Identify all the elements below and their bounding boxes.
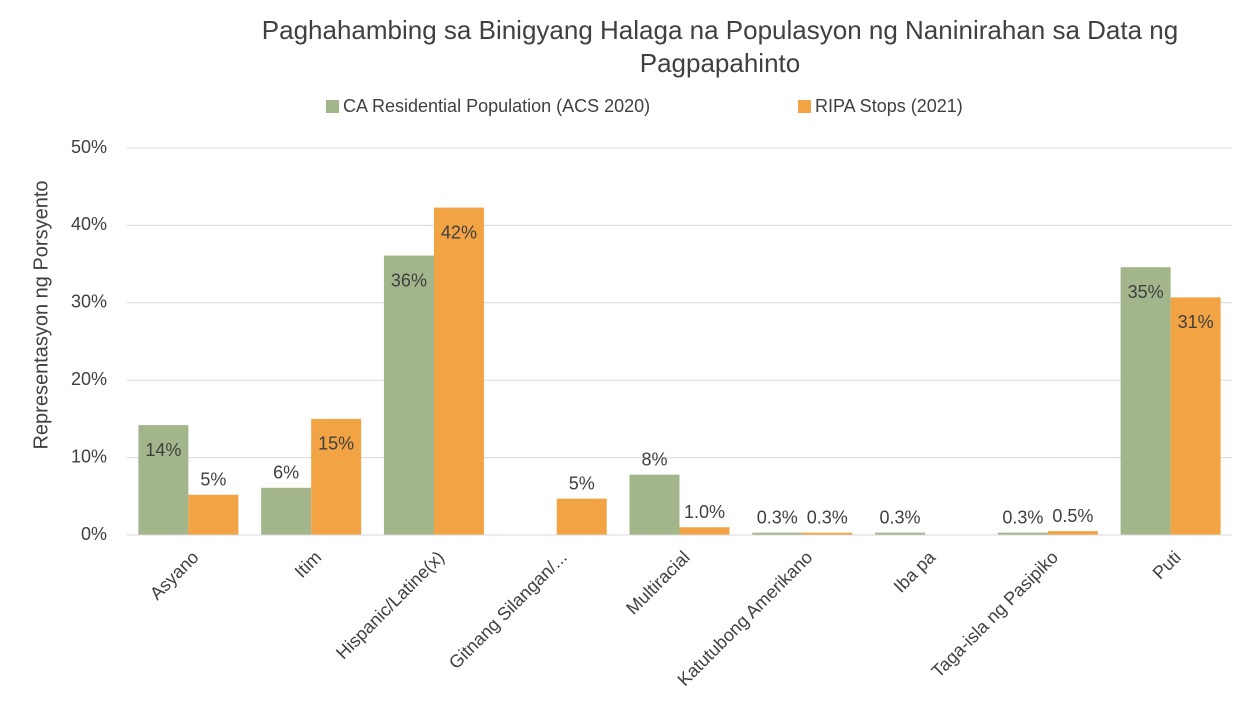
- x-tick-label: Hispanic/Latine(x): [332, 547, 448, 663]
- data-label: 35%: [1128, 282, 1164, 302]
- bar: [752, 532, 803, 535]
- x-tick-label: Itim: [291, 547, 326, 582]
- data-label: 5%: [200, 470, 226, 490]
- bar: [997, 532, 1048, 535]
- bar: [875, 532, 926, 535]
- data-label: 15%: [318, 434, 354, 454]
- data-label: 8%: [641, 449, 667, 469]
- x-tick-label: Taga-isla ng Pasipiko: [928, 547, 1062, 681]
- data-label: 14%: [145, 440, 181, 460]
- bar: [383, 255, 434, 535]
- bar: [629, 474, 680, 535]
- data-label: 0.3%: [880, 507, 921, 527]
- x-tick-label: Gitnang Silangan/...: [445, 547, 571, 673]
- x-tick-label: Iba pa: [890, 546, 940, 596]
- bar: [802, 532, 853, 535]
- y-tick-label: 20%: [71, 369, 107, 389]
- data-label: 0.5%: [1052, 506, 1093, 526]
- legend-swatch: [798, 100, 811, 113]
- bar: [556, 498, 607, 535]
- y-tick-label: 30%: [71, 292, 107, 312]
- data-label: 6%: [273, 463, 299, 483]
- data-label: 42%: [441, 222, 477, 242]
- legend-label: CA Residential Population (ACS 2020): [343, 96, 650, 116]
- bar: [679, 527, 730, 535]
- data-label: 5%: [569, 473, 595, 493]
- bar: [1047, 531, 1098, 535]
- y-axis-label: Representasyon ng Porsyento: [30, 180, 52, 449]
- legend-swatch: [326, 100, 339, 113]
- data-label: 0.3%: [757, 507, 798, 527]
- bar: [1120, 267, 1171, 535]
- bar: [1170, 297, 1221, 535]
- y-tick-label: 0%: [81, 524, 107, 544]
- y-tick-label: 10%: [71, 446, 107, 466]
- bar: [311, 418, 362, 535]
- x-tick-label: Multiracial: [622, 547, 693, 618]
- data-label: 31%: [1178, 312, 1214, 332]
- data-label: 0.3%: [807, 507, 848, 527]
- data-label: 0.3%: [1002, 507, 1043, 527]
- bar: [261, 487, 312, 535]
- chart-title: Paghahambing sa Binigyang Halaga na Popu…: [261, 15, 1179, 78]
- y-tick-label: 50%: [71, 137, 107, 157]
- bar: [188, 494, 239, 535]
- x-tick-label: Puti: [1149, 547, 1185, 583]
- bar: [433, 207, 484, 535]
- x-tick-label: Katutubong Amerikano: [674, 547, 817, 690]
- data-label: 1.0%: [684, 502, 725, 522]
- legend-label: RIPA Stops (2021): [815, 96, 963, 116]
- data-label: 36%: [391, 270, 427, 290]
- y-tick-label: 40%: [71, 214, 107, 234]
- x-tick-label: Asyano: [146, 547, 203, 604]
- bar: [138, 425, 189, 535]
